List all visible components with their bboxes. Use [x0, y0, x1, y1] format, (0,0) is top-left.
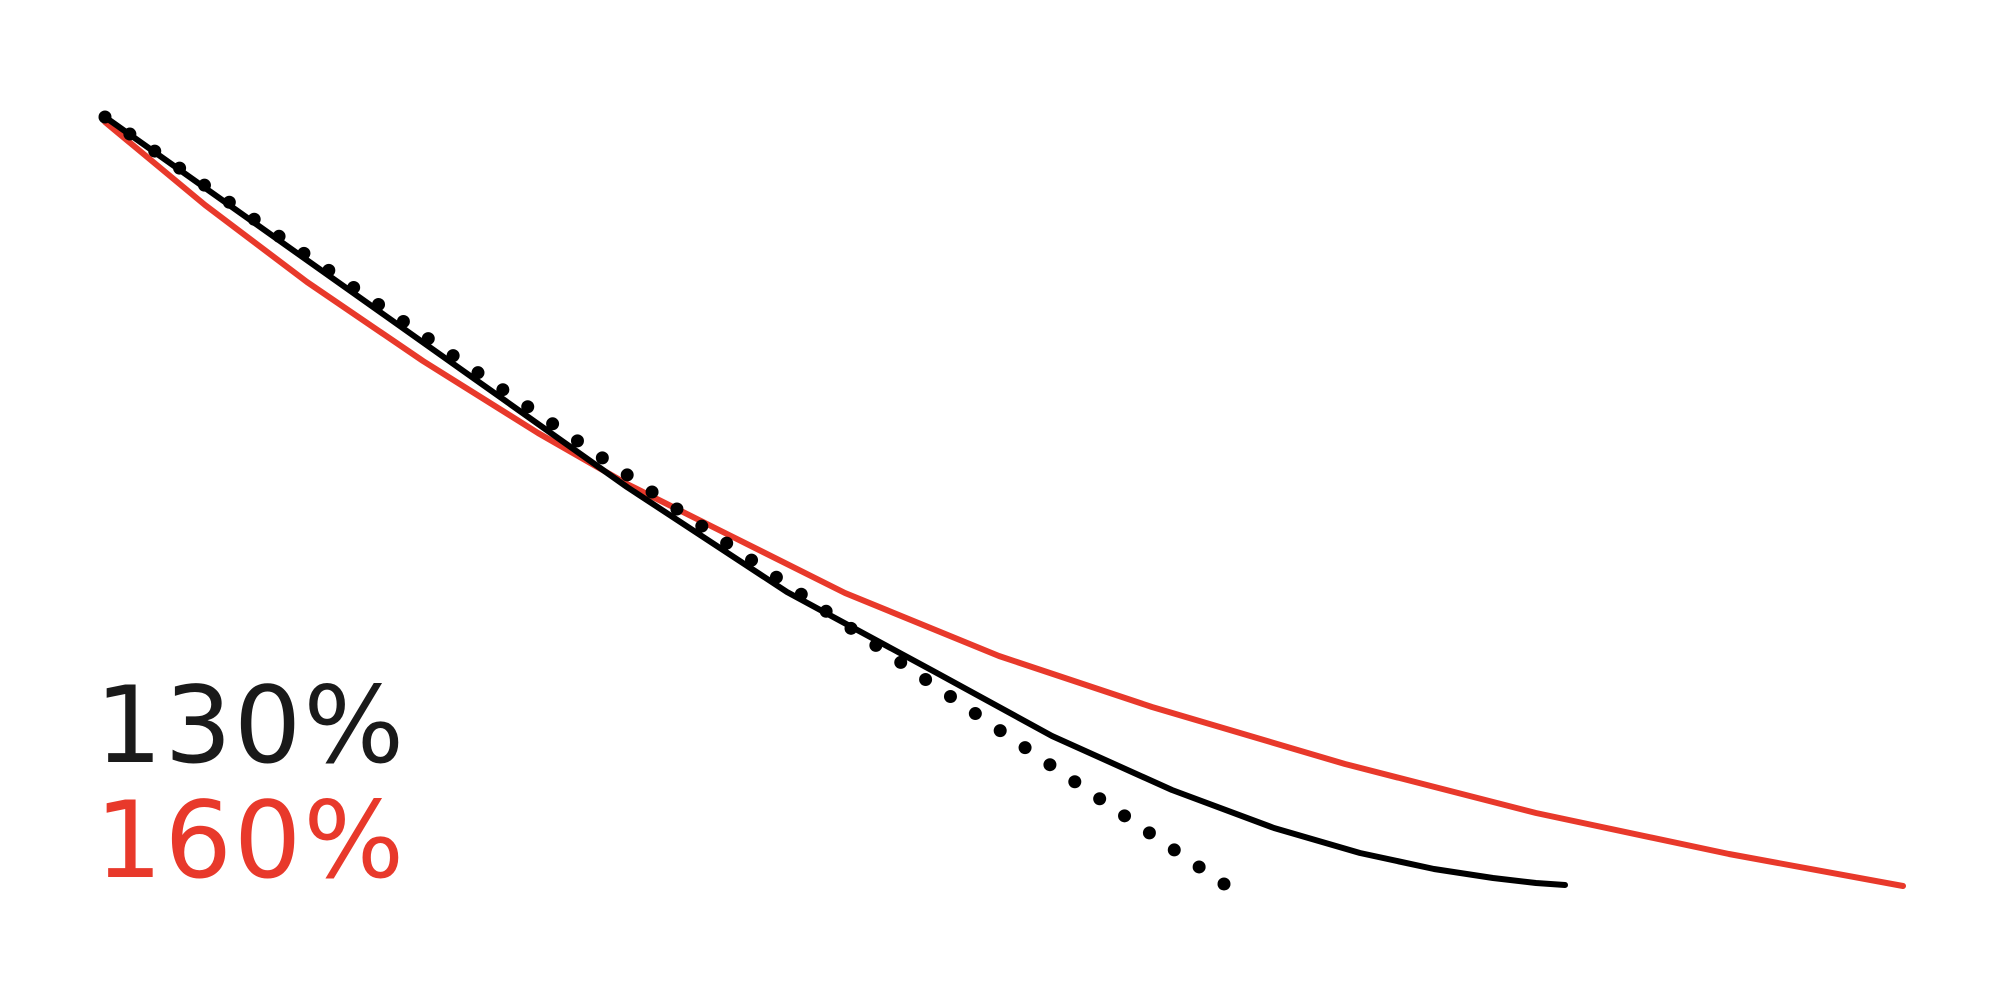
- dot: [297, 246, 311, 260]
- dot: [894, 655, 908, 669]
- dot: [247, 212, 261, 226]
- dot: [695, 519, 709, 533]
- dot: [645, 485, 659, 499]
- dot: [1167, 843, 1181, 857]
- dot: [421, 332, 435, 346]
- dot: [720, 536, 734, 550]
- dot: [1068, 775, 1082, 789]
- dot: [322, 263, 336, 277]
- dot: [968, 707, 982, 721]
- dot: [819, 604, 833, 618]
- label-160: 160%: [95, 779, 406, 902]
- dot: [496, 383, 510, 397]
- dot: [148, 144, 162, 158]
- dot: [993, 724, 1007, 738]
- dot: [98, 110, 112, 124]
- dot: [1043, 758, 1057, 772]
- dot: [521, 400, 535, 414]
- dot: [1142, 826, 1156, 840]
- dot: [123, 127, 137, 141]
- dot: [745, 553, 759, 567]
- label-130: 130%: [95, 664, 406, 787]
- dot: [1192, 860, 1206, 874]
- dot: [272, 229, 286, 243]
- dot: [943, 690, 957, 704]
- dot: [570, 434, 584, 448]
- dot: [1093, 792, 1107, 806]
- dot: [769, 570, 783, 584]
- dot: [1217, 877, 1231, 891]
- dot: [1118, 809, 1132, 823]
- dot: [670, 502, 684, 516]
- dot: [595, 451, 609, 465]
- dot: [347, 280, 361, 294]
- black-curve: [102, 114, 1568, 888]
- dot: [919, 672, 933, 686]
- dot: [446, 349, 460, 363]
- dot: [844, 621, 858, 635]
- dot: [197, 178, 211, 192]
- dot: [1018, 741, 1032, 755]
- dot: [471, 366, 485, 380]
- dot: [620, 468, 634, 482]
- dot: [546, 417, 560, 431]
- dot: [869, 638, 883, 652]
- red-curve: [102, 119, 1906, 889]
- dotted-line: [98, 110, 1231, 891]
- dot: [222, 195, 236, 209]
- dot: [396, 315, 410, 329]
- dot: [173, 161, 187, 175]
- dot: [794, 587, 808, 601]
- dot: [372, 297, 386, 311]
